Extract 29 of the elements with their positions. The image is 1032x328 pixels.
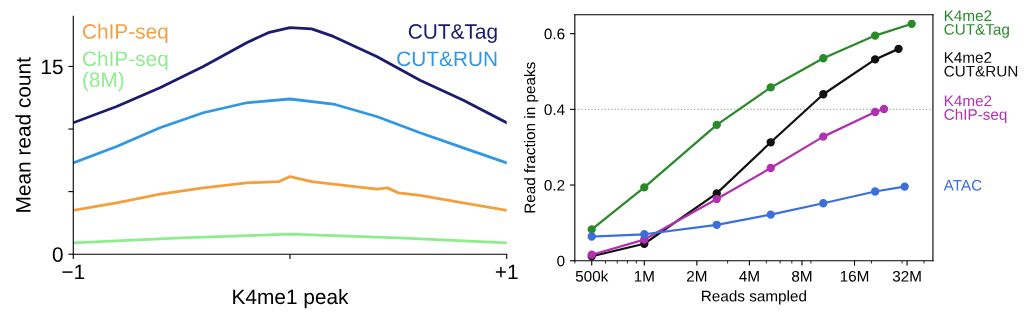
x-axis-title: Reads sampled — [702, 290, 806, 305]
line-series — [73, 97, 507, 165]
x-tick-label: 32M — [892, 270, 921, 282]
y-tick-label: 0.2 — [544, 179, 565, 191]
x-tick-label: 8M — [792, 270, 812, 282]
y-tick-label: 15 — [41, 59, 63, 75]
y-tick-label: 0 — [557, 255, 565, 267]
text: ATAC — [943, 179, 982, 191]
x-tick-label: −1 — [62, 264, 85, 280]
y-axis-title: Read fraction in peaks — [524, 62, 539, 213]
y-axis-title: Mean read count — [15, 57, 31, 212]
series-label: CUT&Tag — [408, 24, 497, 43]
x-tick-label: 500k — [575, 270, 609, 282]
x-tick-label: 2M — [687, 270, 707, 282]
series-label: K4me2 CUT&Tag — [944, 10, 1009, 38]
x-tick-label: 4M — [739, 271, 759, 282]
line-series — [73, 175, 507, 212]
x-tick-label: 1M — [634, 271, 654, 282]
x-axis-title: K4me1 peak — [233, 288, 349, 309]
y-tick-label: 0 — [52, 247, 63, 262]
text: CUT&RUN — [397, 51, 497, 67]
text: K4me2 ChIP-seq — [944, 95, 1007, 123]
text: ChIP-seq (8M) — [83, 50, 168, 92]
text: ChIP-seq — [83, 23, 168, 43]
x-tick-label: +1 — [495, 264, 518, 280]
x-tick-label: 16M — [840, 270, 869, 282]
y-tick-label: 0.6 — [544, 28, 565, 40]
text: K4me2 CUT&RUN — [944, 52, 1018, 77]
y-tick-label: 0.4 — [544, 104, 565, 116]
